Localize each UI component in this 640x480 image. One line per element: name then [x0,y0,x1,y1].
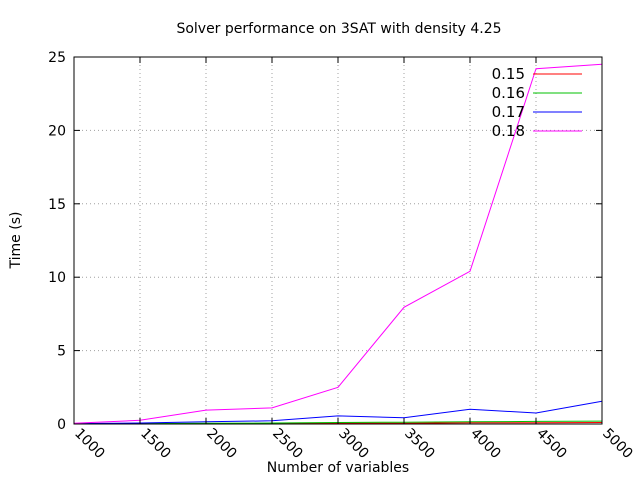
y-tick-label: 10 [48,270,66,286]
y-tick-label: 0 [57,417,66,433]
y-tick-label: 20 [48,123,66,139]
series-line-0.17 [73,400,603,425]
legend-label: 0.18 [492,122,525,140]
x-tick-label: 4000 [467,426,504,463]
legend: 0.150.160.170.18 [492,65,582,140]
x-tick-label: 2500 [269,426,306,463]
y-tick-label: 25 [48,50,66,66]
legend-label: 0.16 [492,84,525,102]
x-tick-label: 4500 [533,426,570,463]
x-tick-label: 3500 [401,426,438,463]
x-tick-label: 1000 [71,426,108,463]
y-tick-label: 15 [48,197,66,213]
chart-title: Solver performance on 3SAT with density … [176,21,501,37]
legend-label: 0.15 [492,65,525,83]
x-tick-label: 5000 [599,426,636,463]
grid-lines [74,57,602,424]
y-tick-label: 5 [57,344,66,360]
legend-label: 0.17 [492,103,525,121]
x-axis-label: Number of variables [267,460,409,476]
series-line-0.18 [73,63,603,424]
x-tick-label: 1500 [137,426,174,463]
x-tick-label: 3000 [335,426,372,463]
x-tick-label: 2000 [203,426,240,463]
y-axis-label: Time (s) [8,212,24,270]
